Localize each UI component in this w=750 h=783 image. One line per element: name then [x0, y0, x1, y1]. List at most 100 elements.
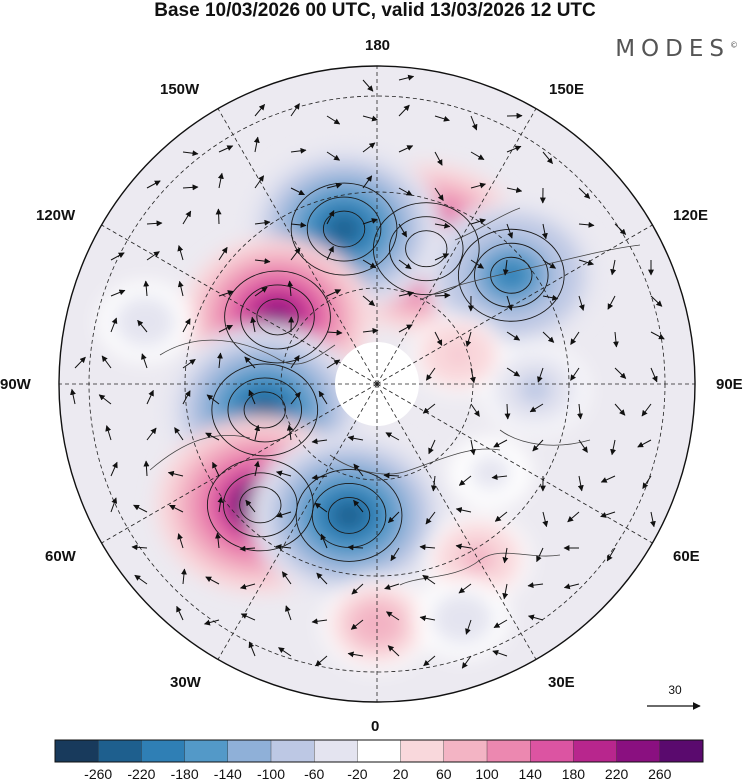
wind-arrow: [218, 145, 234, 153]
wind-arrow: [461, 655, 472, 669]
wind-arrow: [311, 474, 328, 481]
colorbar-tick-label: 260: [648, 766, 672, 782]
wind-arrow: [141, 353, 148, 369]
wind-arrow: [650, 295, 663, 307]
wind-arrow: [578, 295, 585, 311]
meridian-line: [376, 215, 669, 385]
wind-arrow: [134, 574, 148, 585]
contour-line: [327, 497, 371, 534]
contour-line: [243, 391, 286, 429]
wind-arrow: [398, 74, 415, 81]
reference-vector: 30: [647, 683, 701, 710]
coastline: [419, 244, 641, 301]
wind-arrow: [493, 619, 508, 629]
wind-arrow: [110, 497, 118, 513]
wind-arrow: [385, 611, 400, 621]
wind-arrow: [614, 367, 627, 379]
colorbar-swatch: [530, 739, 574, 763]
wind-arrow: [607, 295, 616, 310]
anomaly-ring: [327, 215, 361, 243]
wind-arrow: [578, 259, 594, 266]
wind-arrow: [351, 583, 364, 595]
wind-arrow: [254, 460, 260, 477]
latitude-circle: [280, 287, 474, 481]
wind-arrow: [318, 390, 328, 405]
lon-label-120w: 120W: [36, 207, 76, 224]
wind-arrow: [290, 187, 305, 196]
contour-line: [306, 196, 382, 262]
wind-arrow: [578, 439, 588, 453]
wind-arrow: [465, 619, 472, 635]
colorbar-tick-label: 220: [605, 766, 629, 782]
wind-arrow: [470, 115, 478, 131]
wind-arrow: [649, 511, 656, 528]
wind-arrow: [455, 543, 472, 550]
colorbar-tick-label: 20: [393, 766, 409, 782]
wind-arrow: [506, 295, 513, 311]
wind-arrow: [600, 475, 616, 483]
wind-arrow: [182, 358, 196, 369]
wind-arrow: [290, 103, 300, 117]
colorbar-tick-label: -260: [84, 766, 112, 782]
anomaly-ring: [483, 466, 498, 479]
wind-arrow: [315, 655, 328, 667]
contour-line: [490, 256, 533, 294]
wind-arrow: [434, 222, 451, 229]
wind-arrow: [218, 290, 234, 297]
wind-arrow: [362, 295, 375, 306]
wind-arrow: [311, 438, 328, 445]
wind-arrow: [455, 507, 472, 513]
wind-arrow: [182, 390, 191, 405]
wind-arrow: [390, 547, 400, 562]
wind-arrow: [506, 145, 522, 153]
wind-arrow: [180, 568, 187, 585]
wind-arrow: [419, 615, 436, 622]
contour-line: [295, 469, 403, 562]
wind-arrow: [110, 252, 125, 261]
wind-arrow: [146, 389, 154, 405]
contour-line: [206, 458, 314, 552]
anomaly-ring: [454, 611, 471, 626]
wind-arrow: [218, 324, 233, 333]
anomaly-ring: [450, 347, 466, 362]
wind-arrow: [239, 545, 256, 552]
wind-arrow: [248, 641, 256, 657]
colorbar-tick-label: 60: [436, 766, 452, 782]
reference-vector-label: 30: [668, 683, 682, 697]
wind-arrow: [362, 142, 376, 153]
colorbar-swatch: [184, 739, 229, 763]
wind-arrow: [537, 367, 544, 383]
wind-arrow: [290, 391, 301, 405]
copyright-mark: ©: [730, 40, 738, 50]
colorbar-swatch: [54, 739, 99, 763]
contour-line: [256, 298, 299, 336]
contour-line: [240, 284, 315, 350]
lon-label-150w: 150W: [160, 81, 200, 98]
wind-arrow: [434, 331, 443, 346]
wind-arrow: [502, 259, 509, 276]
lon-label-60w: 60W: [45, 548, 76, 565]
lon-label-60e: 60E: [673, 548, 700, 565]
wind-arrow: [362, 259, 377, 269]
wind-arrow: [578, 187, 591, 199]
wind-arrow: [326, 115, 341, 125]
colorbar-tick-label: 140: [519, 766, 543, 782]
contour-line: [227, 377, 303, 443]
wind-arrow: [177, 280, 184, 297]
lon-label-180: 180: [365, 37, 391, 54]
wind-arrow: [182, 318, 191, 333]
lon-label-30e: 30E: [548, 674, 575, 691]
wind-arrow: [254, 175, 265, 189]
wind-arrow: [98, 394, 112, 405]
wind-arrow: [425, 511, 436, 525]
wind-arrow: [205, 432, 220, 441]
wind-arrow: [542, 511, 549, 528]
wind-arrow: [287, 280, 294, 297]
wind-arrow: [290, 221, 307, 228]
wind-arrow: [248, 389, 256, 405]
colorbar-tick-label: -20: [347, 766, 367, 782]
wind-arrow: [326, 210, 335, 225]
wind-arrow: [398, 145, 414, 153]
colorbar-tick-label: -60: [304, 766, 324, 782]
